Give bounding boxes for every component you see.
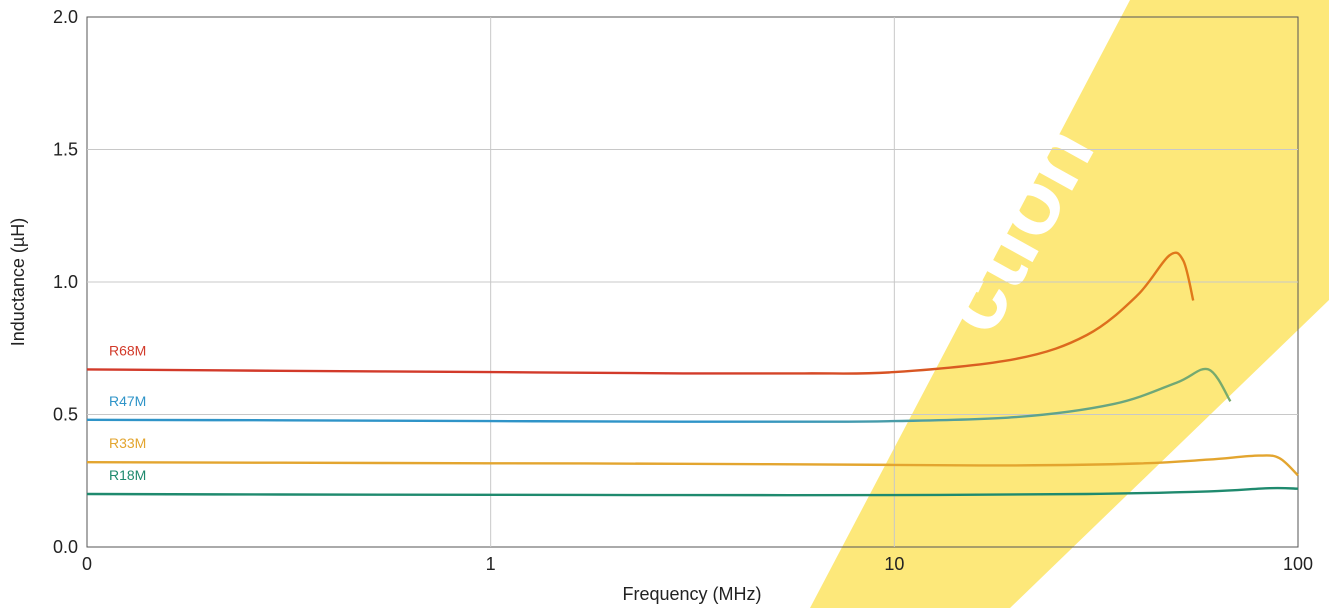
series-group (86, 251, 1299, 497)
x-tick-label: 0 (82, 554, 92, 574)
y-tick-label: 1.0 (53, 272, 78, 292)
series-label-r18m: R18M (109, 467, 146, 483)
y-tick-label: 2.0 (53, 7, 78, 27)
series-label-r33m: R33M (109, 435, 146, 451)
series-line-r47m (86, 367, 1232, 423)
grid (87, 17, 1298, 547)
y-tick-label: 0.0 (53, 537, 78, 557)
axis-ticks: 0 1 10 100 0.0 0.5 1.0 1.5 2.0 (53, 7, 1313, 574)
series-labels: R68M R47M R33M R18M (109, 342, 146, 483)
y-tick-label: 0.5 (53, 405, 78, 425)
x-tick-label: 1 (486, 554, 496, 574)
x-tick-label: 10 (884, 554, 904, 574)
watermark-band (810, 0, 1329, 608)
y-axis-label: Inductance (µH) (8, 218, 28, 346)
series-line-r33m (86, 454, 1299, 477)
series-label-r68m: R68M (109, 342, 146, 358)
series-label-r47m: R47M (109, 393, 146, 409)
x-axis-label: Frequency (MHz) (622, 584, 761, 604)
series-line-r18m (86, 486, 1299, 497)
x-tick-label: 100 (1283, 554, 1313, 574)
y-tick-label: 1.5 (53, 140, 78, 160)
series-line-r68m (86, 251, 1195, 375)
